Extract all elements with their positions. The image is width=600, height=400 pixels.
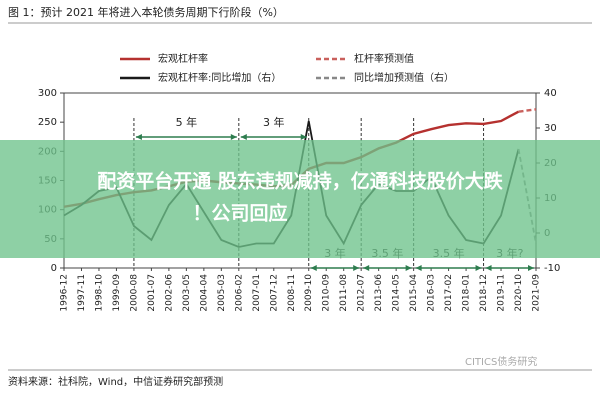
x-tick-label: 2011-08 (339, 274, 349, 312)
x-tick-label: 2009-10 (304, 274, 314, 312)
banner-band (0, 140, 600, 258)
x-tick-label: 2001-07 (147, 274, 157, 312)
x-tick-label: 1999-09 (112, 274, 122, 312)
series-line (518, 108, 537, 113)
x-tick-label: 2020-10 (514, 274, 524, 312)
banner-text: 配资平台开通 股东违规减持，亿通科技股价大跌 (97, 170, 504, 193)
x-tick-label: 2018-01 (462, 274, 472, 312)
source: 资料来源：社科院，Wind，中信证券研究部预测 (8, 375, 223, 388)
y2-tick-label: 40 (544, 88, 557, 99)
y-tick-label: 300 (38, 88, 57, 99)
x-tick-label: 2007-01 (252, 274, 262, 312)
x-tick-label: 1996-12 (60, 274, 70, 312)
x-tick-label: 2004-04 (199, 274, 209, 312)
x-tick-label: 2018-12 (479, 274, 489, 312)
arrow-head (485, 265, 534, 271)
legend-label: 宏观杠杆率:同比增加（右） (158, 71, 281, 84)
x-tick-label: 1997-11 (77, 274, 87, 312)
x-tick-label: 2000-08 (129, 274, 139, 312)
x-tick-label: 2021-09 (532, 274, 542, 312)
x-tick-label: 2002-06 (164, 274, 174, 312)
watermark: CITICS债务研究 (465, 355, 537, 368)
x-tick-label: 2007-12 (269, 274, 279, 312)
x-tick-label: 2014-05 (392, 274, 402, 312)
legend-label: 宏观杠杆率 (158, 52, 208, 65)
chart-title: 图 1：预计 2021 年将进入本轮债务周期下行阶段（%） (8, 5, 284, 19)
x-tick-label: 2003-05 (182, 274, 192, 312)
x-tick-label: 2006-02 (234, 274, 244, 312)
x-tick-label: 2010-09 (322, 274, 332, 312)
y-tick-label: 0 (51, 263, 57, 274)
x-tick-label: 2017-02 (444, 274, 454, 312)
y-tick-label: 250 (38, 117, 57, 128)
annotation: 5 年 (176, 115, 198, 129)
banner-text: ！公司回应 (192, 202, 287, 225)
x-tick-label: 2012-07 (357, 274, 367, 312)
x-tick-label: 2015-04 (409, 274, 419, 312)
annotation: 3 年 (263, 115, 285, 129)
x-tick-label: 1998-10 (94, 274, 104, 312)
legend-label: 杠杆率预测值 (354, 52, 414, 65)
y2-tick-label: 30 (544, 123, 557, 134)
x-tick-label: 2019-11 (497, 274, 507, 312)
x-tick-label: 2013-06 (374, 274, 384, 312)
legend-label: 同比增加预测值（右） (354, 71, 454, 84)
x-tick-label: 2005-03 (217, 274, 227, 312)
arrow-head (363, 265, 412, 271)
arrow-head (310, 265, 360, 271)
x-tick-label: 2008-11 (287, 274, 297, 312)
y2-tick-label: -10 (544, 263, 560, 274)
x-tick-label: 2016-03 (427, 274, 437, 312)
